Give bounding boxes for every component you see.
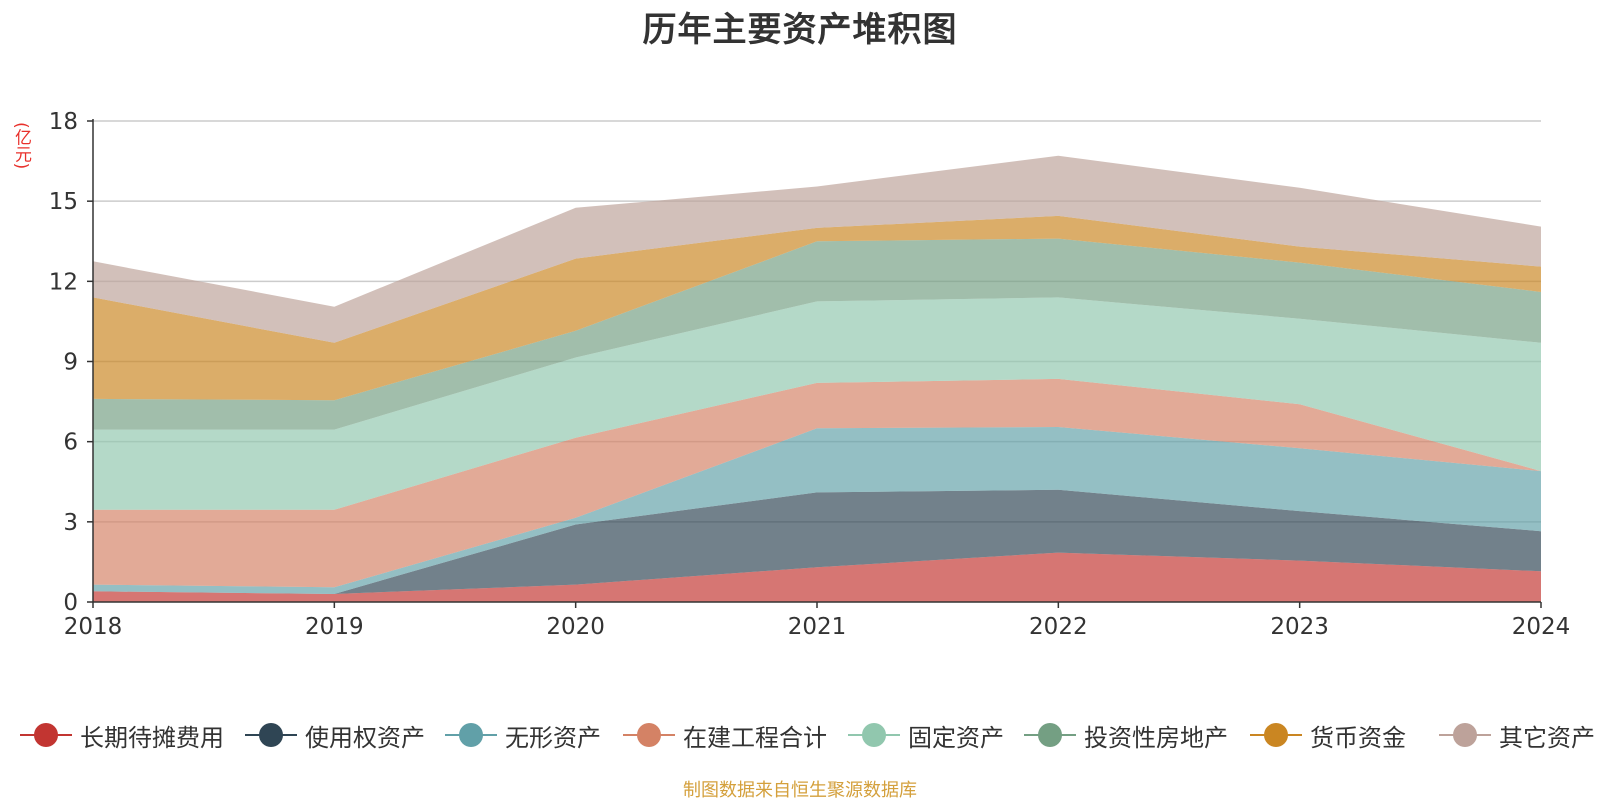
x-tick-label: 2021 xyxy=(788,614,847,640)
area-series-3 xyxy=(93,378,1541,588)
legend-marker-icon xyxy=(1250,723,1302,747)
legend-label: 长期待摊费用 xyxy=(80,723,224,752)
legend-item[interactable]: 货币资金 xyxy=(1250,718,1406,752)
legend-label: 固定资产 xyxy=(908,723,1004,752)
area-series-4 xyxy=(93,297,1541,510)
y-tick-label: 15 xyxy=(49,189,78,215)
area-series-1 xyxy=(93,489,1541,594)
legend-marker-icon xyxy=(848,723,900,747)
legend-label: 投资性房地产 xyxy=(1084,723,1228,752)
area-series-5 xyxy=(93,238,1541,430)
legend-label: 在建工程合计 xyxy=(683,723,827,752)
area-series-layer xyxy=(93,155,1541,602)
legend-marker-icon xyxy=(623,723,675,747)
legend-item[interactable]: 其它资产 xyxy=(1439,718,1595,752)
legend-item[interactable]: 投资性房地产 xyxy=(1024,718,1228,752)
legend-item[interactable]: 固定资产 xyxy=(848,718,1004,752)
legend-item[interactable]: 长期待摊费用 xyxy=(20,718,224,752)
x-tick-label: 2024 xyxy=(1512,614,1571,640)
legend-marker-icon xyxy=(1439,723,1491,747)
y-axis-unit-label: (亿元) xyxy=(11,122,31,170)
chart-title: 历年主要资产堆积图 xyxy=(642,10,958,50)
x-tick-label: 2018 xyxy=(64,614,123,640)
legend-label: 货币资金 xyxy=(1310,723,1406,752)
y-tick-label: 3 xyxy=(63,510,78,536)
legend-item[interactable]: 在建工程合计 xyxy=(623,718,827,752)
legend-label: 使用权资产 xyxy=(305,723,425,752)
legend-marker-icon xyxy=(445,723,497,747)
area-series-7 xyxy=(93,155,1541,343)
legend-label: 无形资产 xyxy=(505,723,601,752)
legend-item[interactable]: 无形资产 xyxy=(445,718,601,752)
area-series-2 xyxy=(93,427,1541,594)
area-series-0 xyxy=(93,552,1541,602)
y-tick-label: 6 xyxy=(63,430,78,456)
y-tick-label: 12 xyxy=(49,269,78,295)
axes: 0 3 6 9 12 15 18 2018 2019 2020 2021 2022 2023 2024 xyxy=(49,109,1571,640)
y-tick-label: 9 xyxy=(63,350,78,376)
y-tick-label: 0 xyxy=(63,590,78,616)
legend-marker-icon xyxy=(245,723,297,747)
legend: 长期待摊费用 使用权资产 无形资产 在建工程合计 固定资产 投资性房地产 货币资金 其它资产 xyxy=(0,718,1600,752)
stacked-area-chart: 0 3 6 9 12 15 18 2018 2019 2020 2021 2022 2023 2024 xyxy=(49,109,1571,640)
legend-item[interactable]: 使用权资产 xyxy=(245,718,425,752)
area-series-6 xyxy=(93,215,1541,401)
x-tick-label: 2022 xyxy=(1029,614,1088,640)
x-tick-label: 2019 xyxy=(305,614,364,640)
y-tick-label: 18 xyxy=(49,109,78,135)
x-tick-label: 2020 xyxy=(546,614,605,640)
x-tick-label: 2023 xyxy=(1270,614,1329,640)
legend-label: 其它资产 xyxy=(1499,723,1595,752)
source-note: 制图数据来自恒生聚源数据库 xyxy=(683,780,917,801)
legend-marker-icon xyxy=(1024,723,1076,747)
legend-marker-icon xyxy=(20,723,72,747)
